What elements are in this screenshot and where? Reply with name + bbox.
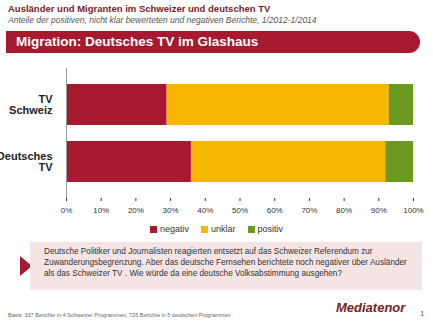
html-text:unklar: unklar [211, 224, 236, 234]
html-text:Anteile der positiven, nicht k: Anteile der positiven, nicht klar bewert… [8, 15, 317, 25]
html-text:Deutsche Politiker und Journal: Deutsche Politiker und Journalisten reag… [44, 247, 407, 278]
svg-text:30%: 30% [163, 206, 179, 215]
html-text:Migration: Deutsches TV im Gla: Migration: Deutsches TV im Glashaus [16, 34, 259, 49]
svg-text:TVSchweiz: TVSchweiz [9, 93, 53, 116]
svg-text:DeutschesTV: DeutschesTV [0, 150, 53, 173]
svg-text:20%: 20% [128, 206, 144, 215]
html-text:negativ: negativ [160, 224, 189, 234]
svg-text:90%: 90% [371, 206, 387, 215]
svg-text:70%: 70% [301, 206, 317, 215]
svg-text:40%: 40% [197, 206, 213, 215]
svg-text:0%: 0% [61, 206, 73, 215]
html-text:positiv: positiv [257, 224, 283, 234]
svg-text:50%: 50% [232, 206, 248, 215]
svg-text:80%: 80% [336, 206, 352, 215]
html-text:Ausländer und Migranten im Sch: Ausländer und Migranten im Schweizer und… [8, 3, 271, 14]
html-text:Mediatenor: Mediatenor [336, 300, 406, 315]
svg-text:100%: 100% [403, 206, 423, 215]
svg-text:60%: 60% [267, 206, 283, 215]
svg-text:10%: 10% [93, 206, 109, 215]
html-text:Basis: 337 Berichte in 4 Schwe: Basis: 337 Berichte in 4 Schweizer Progr… [8, 312, 231, 318]
html-text:1: 1 [420, 309, 425, 318]
